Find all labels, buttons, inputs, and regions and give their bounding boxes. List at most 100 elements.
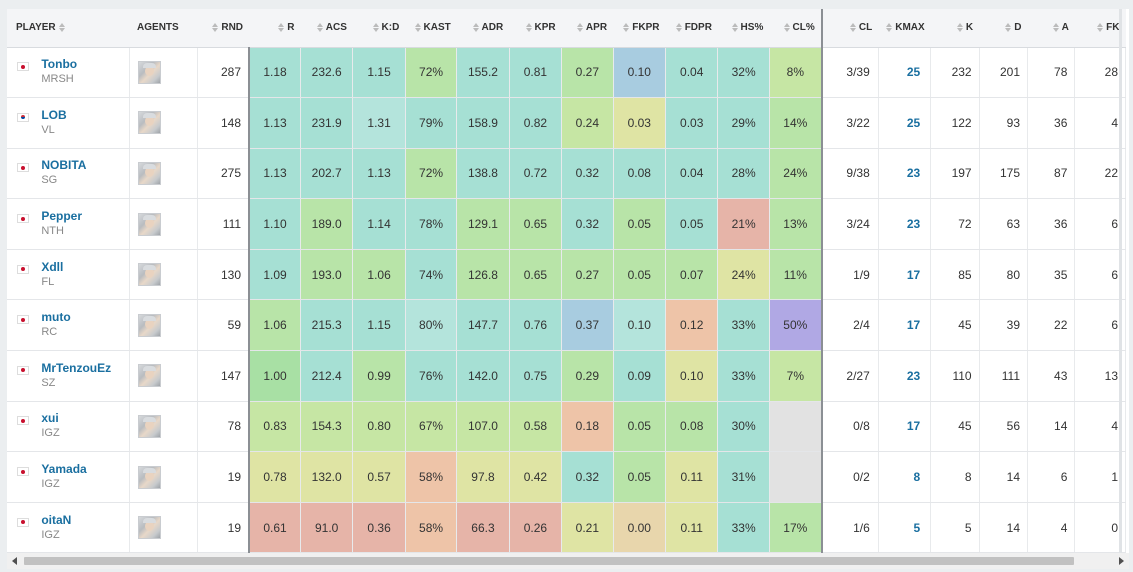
flag-icon <box>17 163 29 173</box>
fkpr-cell: 0.05 <box>613 451 666 503</box>
fkpr-cell: 0.08 <box>613 148 666 200</box>
fk-cell: 0 <box>1074 502 1126 553</box>
sort-icon <box>1052 23 1059 33</box>
col-kast[interactable]: KAST <box>405 9 457 48</box>
kpr-cell: 0.65 <box>509 198 563 250</box>
player-name-link[interactable]: xui <box>41 411 59 426</box>
adr-cell: 147.7 <box>456 299 510 352</box>
rnd-cell: 19 <box>197 451 251 503</box>
col-fdpr[interactable]: FDPR <box>665 9 718 48</box>
a-cell: 43 <box>1027 350 1076 402</box>
player-name-link[interactable]: muto <box>41 310 71 325</box>
clp-cell <box>769 451 823 503</box>
col-k[interactable]: K <box>930 9 980 48</box>
player-team: MRSH <box>41 73 74 86</box>
sort-icon <box>472 23 479 33</box>
kpr-cell: 0.58 <box>509 401 563 453</box>
k-cell: 45 <box>930 401 980 453</box>
player-name-link[interactable]: Tonbo <box>41 57 78 72</box>
clp-cell: 17% <box>769 502 823 553</box>
player-cell: muto RC <box>7 299 130 352</box>
fkpr-cell: 0.00 <box>613 502 666 553</box>
col-player[interactable]: PLAYER <box>7 9 130 48</box>
col-kmax[interactable]: KMAX <box>878 9 931 48</box>
k-cell: 110 <box>930 350 980 402</box>
table-row: LOB VL 148 1.13 231.9 1.31 79% 158.9 0.82 0.24 0… <box>7 97 1126 149</box>
cl-cell: 0/2 <box>821 451 879 503</box>
kmax-cell: 17 <box>878 401 932 453</box>
fdpr-cell: 0.04 <box>665 148 719 200</box>
cl-cell: 9/38 <box>821 148 879 200</box>
col-rnd[interactable]: RND <box>197 9 250 48</box>
kast-cell: 58% <box>405 451 458 503</box>
kpr-cell: 0.81 <box>509 47 563 99</box>
scroll-thumb[interactable] <box>24 557 1074 565</box>
cl-cell: 2/4 <box>821 299 879 352</box>
a-cell: 14 <box>1027 401 1076 453</box>
col-fk[interactable]: FK <box>1074 9 1126 48</box>
kmax-cell: 17 <box>878 249 932 301</box>
table-row: Pepper NTH 111 1.10 189.0 1.14 78% 129.1 0.65 0… <box>7 198 1126 250</box>
a-cell: 35 <box>1027 249 1076 301</box>
col-d[interactable]: D <box>979 9 1028 48</box>
fkpr-cell: 0.05 <box>613 401 666 453</box>
fdpr-cell: 0.07 <box>665 249 719 301</box>
k-cell: 122 <box>930 97 980 149</box>
a-cell: 6 <box>1027 451 1076 503</box>
agent-icon <box>137 111 161 135</box>
flag-icon <box>17 416 29 426</box>
scroll-right-icon[interactable] <box>1119 557 1124 565</box>
player-team: VL <box>41 123 55 136</box>
k-cell: 232 <box>930 47 980 99</box>
rnd-cell: 130 <box>197 249 251 301</box>
player-name-link[interactable]: Yamada <box>41 462 87 477</box>
col-adr[interactable]: ADR <box>456 9 510 48</box>
acs-cell: 215.3 <box>300 299 354 352</box>
player-name-link[interactable]: LOB <box>41 107 67 122</box>
adr-cell: 97.8 <box>456 451 510 503</box>
col-a[interactable]: A <box>1027 9 1075 48</box>
flag-icon <box>17 517 29 527</box>
fkpr-cell: 0.09 <box>613 350 666 402</box>
player-name-link[interactable]: NOBITA <box>41 158 87 173</box>
fk-cell: 1 <box>1074 451 1126 503</box>
scroll-left-icon[interactable] <box>12 557 17 565</box>
d-cell: 93 <box>979 97 1029 149</box>
cl-cell: 3/22 <box>821 97 879 149</box>
clp-cell <box>769 401 823 453</box>
player-name-link[interactable]: MrTenzouEz <box>41 360 112 375</box>
col-hs[interactable]: HS% <box>717 9 770 48</box>
sort-icon <box>1097 23 1104 33</box>
clp-cell: 8% <box>769 47 823 99</box>
kmax-cell: 25 <box>878 47 932 99</box>
col-clp[interactable]: CL% <box>769 9 823 48</box>
table-row: Xdll FL 130 1.09 193.0 1.06 74% 126.8 0.65 0.27… <box>7 249 1126 301</box>
agent-cell <box>129 249 199 301</box>
r-cell: 1.09 <box>249 249 301 301</box>
player-name-link[interactable]: Pepper <box>41 209 83 224</box>
col-fkpr[interactable]: FKPR <box>613 9 666 48</box>
col-acs[interactable]: ACS <box>300 9 353 48</box>
horizontal-scrollbar[interactable] <box>7 553 1129 569</box>
player-name-link[interactable]: oitaN <box>41 512 72 527</box>
col-r[interactable]: R <box>249 9 301 48</box>
col-kd[interactable]: K:D <box>352 9 406 48</box>
k-cell: 45 <box>930 299 980 352</box>
col-kpr[interactable]: KPR <box>509 9 562 48</box>
fkpr-cell: 0.03 <box>613 97 666 149</box>
rnd-cell: 19 <box>197 502 251 553</box>
fk-cell: 4 <box>1074 97 1126 149</box>
sort-icon <box>783 23 790 33</box>
kd-cell: 1.15 <box>352 299 406 352</box>
player-cell: Tonbo MRSH <box>7 47 130 99</box>
player-name-link[interactable]: Xdll <box>41 259 64 274</box>
sort-icon <box>414 23 421 33</box>
kd-cell: 1.06 <box>352 249 406 301</box>
player-team: RC <box>41 326 58 339</box>
table-row: MrTenzouEz SZ 147 1.00 212.4 0.99 76% 142.0 0.… <box>7 350 1126 402</box>
col-apr[interactable]: APR <box>561 9 614 48</box>
kmax-cell: 8 <box>878 451 932 503</box>
apr-cell: 0.21 <box>561 502 614 553</box>
col-cl[interactable]: CL <box>821 9 879 48</box>
hs-cell: 32% <box>717 47 770 99</box>
